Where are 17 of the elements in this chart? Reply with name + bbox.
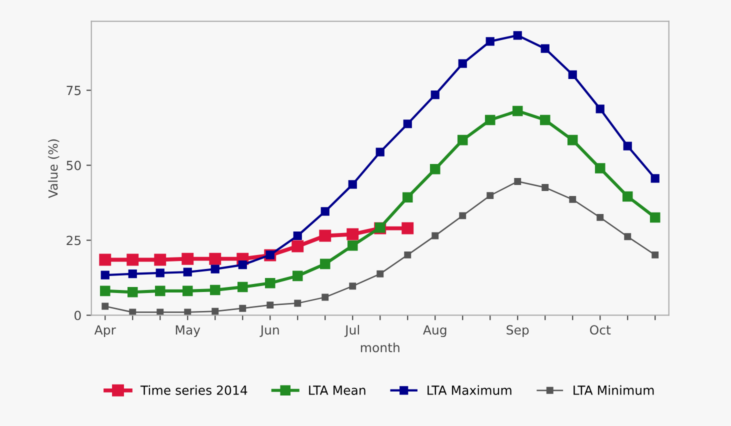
legend-label: LTA Maximum	[428, 385, 512, 395]
legend-label: LTA Minimum	[574, 385, 654, 395]
legend-label: Time series 2014	[140, 385, 248, 395]
x-tick-label: Jul	[344, 324, 359, 337]
x-tick-label: May	[176, 325, 200, 338]
x-axis-title: month	[360, 342, 400, 352]
legend-label: LTA Mean	[309, 386, 366, 395]
y-tick-label: 75	[66, 86, 81, 96]
x-tick-label: Aug	[423, 325, 446, 338]
x-tick-label: Oct	[590, 325, 611, 335]
y-tick-label: 0	[74, 310, 81, 320]
y-axis-title: Value (%)	[48, 139, 60, 198]
x-tick-label: Sep	[506, 325, 529, 338]
x-tick-label: Jun	[260, 325, 279, 337]
x-tick-label: Apr	[94, 325, 116, 338]
y-tick-label: 25	[66, 236, 81, 246]
y-tick-label: 50	[66, 160, 81, 170]
